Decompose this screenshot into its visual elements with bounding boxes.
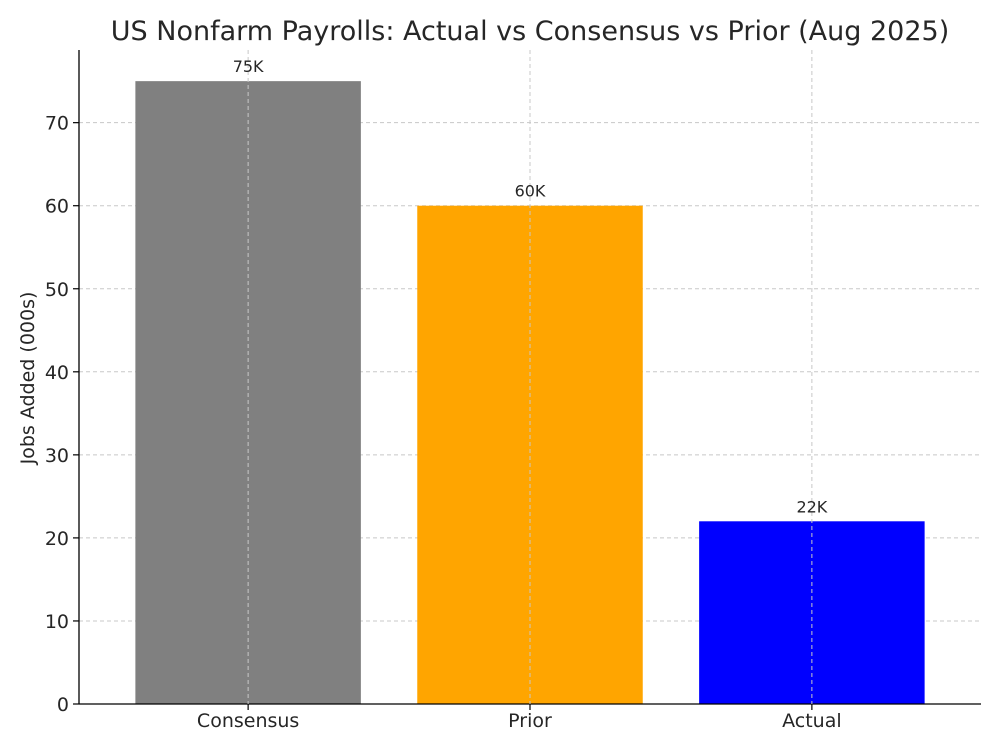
x-tick-label-prior: Prior bbox=[508, 710, 552, 732]
y-tick-label: 0 bbox=[57, 694, 69, 716]
y-tick-label: 30 bbox=[45, 445, 69, 467]
y-axis-label: Jobs Added (000s) bbox=[17, 292, 39, 466]
chart-title: US Nonfarm Payrolls: Actual vs Consensus… bbox=[111, 16, 949, 47]
y-tick-label: 60 bbox=[45, 196, 69, 218]
ticks: 0 10 20 30 40 50 60 70 Consensus Prior Actual bbox=[45, 113, 842, 732]
x-tick-label-consensus: Consensus bbox=[197, 710, 299, 732]
y-tick-label: 10 bbox=[45, 611, 69, 633]
data-label-prior: 60K bbox=[515, 182, 546, 201]
data-label-actual: 22K bbox=[796, 497, 827, 516]
data-labels: 75K 60K 22K bbox=[233, 50, 828, 704]
y-tick-label: 70 bbox=[45, 113, 69, 135]
y-tick-label: 40 bbox=[45, 362, 69, 384]
x-tick-label-actual: Actual bbox=[782, 710, 842, 732]
y-tick-label: 50 bbox=[45, 279, 69, 301]
data-label-consensus: 75K bbox=[233, 57, 264, 76]
y-tick-label: 20 bbox=[45, 528, 69, 550]
bar-prior bbox=[417, 205, 643, 704]
